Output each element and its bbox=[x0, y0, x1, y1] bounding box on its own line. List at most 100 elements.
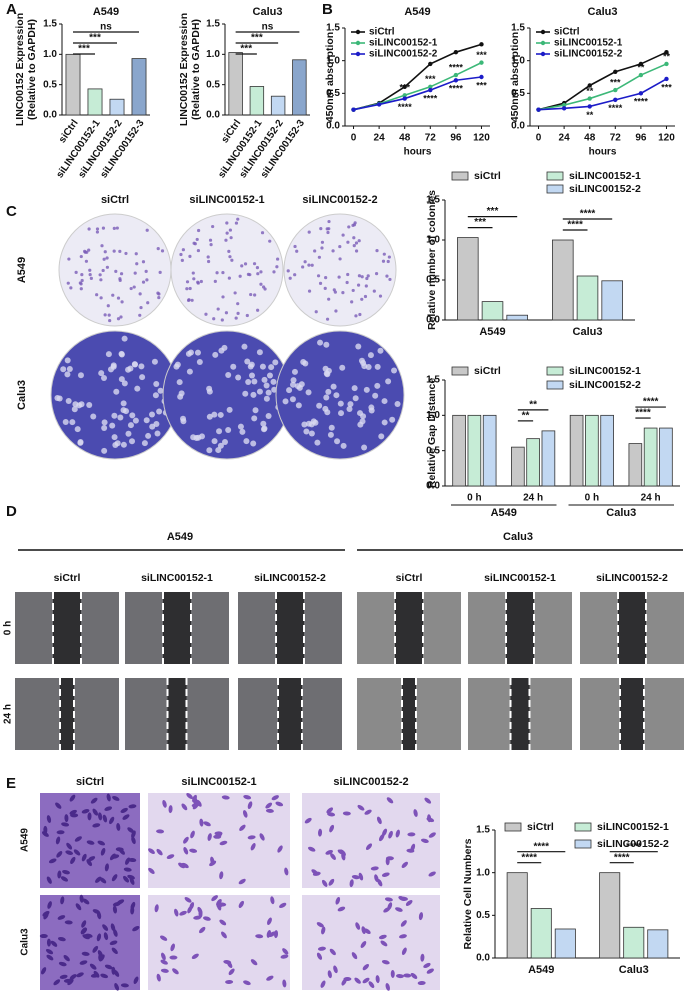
cell bbox=[417, 981, 426, 986]
bar bbox=[452, 414, 466, 487]
cell bbox=[79, 960, 88, 965]
colony bbox=[316, 274, 321, 278]
colony bbox=[66, 365, 73, 372]
cell bbox=[424, 797, 432, 804]
bar bbox=[506, 872, 528, 959]
colony bbox=[386, 259, 390, 264]
colony bbox=[111, 293, 115, 297]
wound-gap bbox=[620, 678, 644, 750]
colony bbox=[225, 221, 229, 225]
cell bbox=[327, 812, 336, 817]
bar bbox=[467, 414, 482, 487]
colony bbox=[363, 386, 370, 393]
significance-label: **** bbox=[533, 841, 549, 852]
colony bbox=[206, 255, 210, 259]
y-axis-label: Relative number of colonies bbox=[426, 190, 438, 330]
cell bbox=[401, 861, 409, 868]
cell bbox=[418, 912, 424, 921]
colony bbox=[275, 265, 279, 269]
significance-label: *** bbox=[89, 33, 101, 44]
cell bbox=[341, 978, 347, 986]
colony bbox=[212, 317, 216, 321]
colony bbox=[106, 304, 110, 308]
cell bbox=[112, 905, 118, 914]
cell bbox=[183, 836, 189, 844]
cell bbox=[55, 836, 61, 845]
colony bbox=[112, 226, 116, 230]
cell bbox=[92, 945, 99, 953]
cell bbox=[128, 804, 137, 809]
cell bbox=[329, 948, 336, 956]
colony bbox=[220, 318, 224, 322]
cell bbox=[111, 854, 120, 859]
cell bbox=[330, 853, 336, 860]
colony bbox=[341, 233, 345, 237]
colony bbox=[207, 259, 211, 264]
y-tick-label: 0.5 bbox=[426, 275, 440, 286]
colony bbox=[338, 244, 342, 249]
colony bbox=[195, 237, 199, 242]
legend-label: siLINC00152-2 bbox=[569, 379, 641, 391]
cell bbox=[304, 817, 312, 824]
colony bbox=[352, 395, 359, 402]
colony bbox=[118, 249, 122, 253]
colony bbox=[356, 283, 361, 287]
panel-label: B bbox=[322, 1, 333, 18]
cell bbox=[226, 960, 233, 969]
group-label: Calu3 bbox=[619, 964, 649, 976]
colony bbox=[138, 292, 142, 296]
colony bbox=[236, 302, 240, 306]
colony bbox=[363, 294, 368, 299]
colony bbox=[394, 401, 401, 408]
y-tick-label: 0.5 bbox=[326, 88, 340, 99]
cell bbox=[102, 924, 109, 931]
cell bbox=[98, 953, 103, 962]
y-axis-label: LINC00152 Expression bbox=[178, 13, 190, 126]
bar bbox=[628, 443, 643, 487]
colony bbox=[327, 297, 331, 301]
colony bbox=[187, 349, 194, 356]
colony bbox=[272, 270, 276, 274]
colony bbox=[351, 385, 358, 392]
colony bbox=[139, 305, 143, 310]
colony bbox=[109, 422, 116, 429]
cell bbox=[104, 806, 113, 811]
bar bbox=[576, 275, 599, 321]
x-tick-label: 0 h bbox=[467, 493, 481, 504]
cell bbox=[337, 849, 345, 855]
bar bbox=[643, 427, 658, 487]
colony bbox=[389, 416, 396, 423]
cell bbox=[156, 848, 163, 856]
cell bbox=[160, 935, 168, 941]
cell bbox=[428, 871, 436, 877]
significance-label: *** bbox=[476, 80, 487, 90]
colony bbox=[101, 374, 108, 381]
colony bbox=[340, 442, 347, 449]
legend-label: siLINC00152-1 bbox=[554, 38, 623, 49]
cell bbox=[351, 952, 358, 960]
cell bbox=[63, 954, 70, 962]
colony bbox=[276, 257, 280, 261]
colony bbox=[351, 288, 355, 293]
cell bbox=[62, 870, 70, 875]
data-point bbox=[536, 107, 541, 112]
cell bbox=[376, 816, 382, 825]
colony bbox=[225, 427, 232, 434]
colony bbox=[211, 438, 218, 445]
y-tick-label: 1.5 bbox=[426, 375, 440, 386]
significance-label: **** bbox=[521, 852, 537, 863]
colony bbox=[54, 395, 61, 402]
bar bbox=[601, 280, 623, 321]
colony bbox=[87, 248, 91, 252]
colony bbox=[290, 381, 297, 388]
colony bbox=[127, 422, 134, 429]
colony bbox=[198, 433, 205, 440]
colony bbox=[98, 273, 102, 277]
legend-marker bbox=[540, 40, 546, 46]
cell bbox=[179, 910, 187, 916]
data-point bbox=[561, 102, 567, 108]
colony bbox=[374, 272, 379, 276]
colony bbox=[185, 287, 189, 291]
cell bbox=[57, 936, 66, 942]
